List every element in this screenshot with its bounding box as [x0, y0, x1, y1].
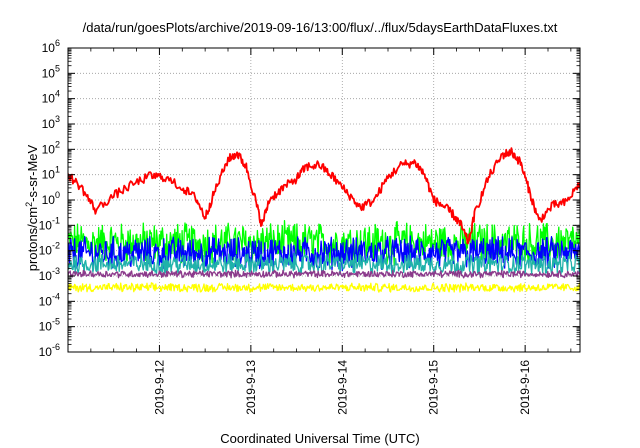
- x-tick-label: 2019-9-14: [335, 360, 349, 415]
- y-tick-exponent: 3: [55, 114, 60, 124]
- y-tick-base: 10: [39, 294, 53, 308]
- y-tick-label: 10-2: [39, 241, 60, 258]
- chart-title: /data/run/goesPlots/archive/2019-09-16/1…: [82, 20, 558, 35]
- y-tick-exponent: 1: [55, 165, 60, 175]
- y-tick-label: 10-5: [39, 317, 60, 334]
- y-tick-exponent: -2: [52, 241, 60, 251]
- series-line: [68, 252, 580, 276]
- series-line: [68, 282, 580, 293]
- x-tick-label: 2019-9-13: [244, 360, 258, 415]
- y-tick-exponent: 4: [55, 89, 60, 99]
- y-tick-base: 10: [39, 320, 53, 334]
- x-tick-label: 2019-9-15: [427, 360, 441, 415]
- y-tick-base: 10: [42, 117, 56, 131]
- y-tick-label: 10-1: [39, 215, 60, 232]
- series-line: [68, 269, 580, 279]
- y-tick-base: 10: [39, 218, 53, 232]
- y-tick-base: 10: [39, 244, 53, 258]
- y-tick-label: 101: [42, 165, 60, 182]
- y-tick-base: 10: [39, 345, 53, 359]
- y-tick-base: 10: [39, 269, 53, 283]
- y-tick-label: 102: [42, 139, 60, 156]
- x-axis-label: Coordinated Universal Time (UTC): [220, 431, 420, 446]
- y-tick-base: 10: [42, 92, 56, 106]
- y-tick-label: 10-3: [39, 266, 60, 283]
- y-tick-label: 106: [42, 38, 60, 55]
- y-tick-exponent: 5: [55, 63, 60, 73]
- y-tick-exponent: -6: [52, 342, 60, 352]
- y-tick-exponent: 0: [55, 190, 60, 200]
- y-tick-label: 105: [42, 63, 60, 80]
- y-tick-label: 10-6: [39, 342, 60, 359]
- x-tick-label: 2019-9-16: [518, 360, 532, 415]
- y-tick-label: 100: [42, 190, 60, 207]
- y-tick-exponent: -4: [52, 291, 60, 301]
- y-tick-base: 10: [42, 168, 56, 182]
- x-tick-label: 2019-9-12: [152, 360, 166, 415]
- y-tick-base: 10: [42, 66, 56, 80]
- y-tick-label: 10-4: [39, 291, 60, 308]
- y-tick-base: 10: [42, 193, 56, 207]
- y-tick-base: 10: [42, 41, 56, 55]
- series-line: [68, 147, 580, 245]
- y-tick-exponent: -3: [52, 266, 60, 276]
- y-tick-base: 10: [42, 142, 56, 156]
- y-tick-exponent: 2: [55, 139, 60, 149]
- y-tick-exponent: 6: [55, 38, 60, 48]
- y-tick-label: 103: [42, 114, 60, 131]
- y-tick-exponent: -1: [52, 215, 60, 225]
- y-tick-label: 104: [42, 89, 60, 106]
- y-tick-exponent: -5: [52, 317, 60, 327]
